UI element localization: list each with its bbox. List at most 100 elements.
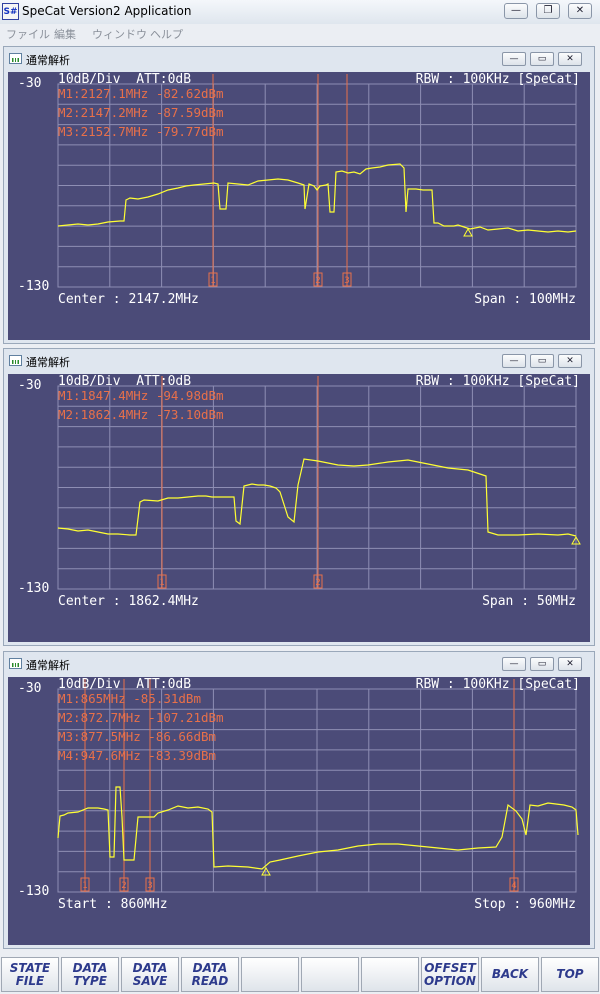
- analysis-window-1: 通常解析 — ▭ ✕ 1 2 3 10dB/Div ATT:0dB RBW : 100KHz […: [3, 46, 595, 344]
- button-label: FILE: [15, 973, 45, 988]
- restore-button[interactable]: ❐: [536, 3, 560, 19]
- reference-marker-triangle: [261, 866, 271, 876]
- data-save-button[interactable]: DATA SAVE: [121, 957, 179, 992]
- back-button[interactable]: BACK: [481, 957, 539, 992]
- scale-att-label: 10dB/Div ATT:0dB: [58, 374, 192, 389]
- rbw-label: RBW : 100KHz [SpeCat]: [415, 72, 580, 87]
- button-label: OPTION: [424, 973, 476, 988]
- button-label: SAVE: [132, 973, 168, 988]
- ref-level-bottom: -130: [18, 884, 50, 899]
- button-label: OFFSET: [424, 960, 476, 975]
- analysis-window-3: 通常解析 — ▭ ✕ 1 2 3 4 10dB/Div ATT:0dB RBW : 100KHz …: [3, 651, 595, 949]
- button-label: BACK: [491, 967, 529, 981]
- state-file-button[interactable]: STATE FILE: [1, 957, 59, 992]
- marker-tag-2: [313, 574, 323, 589]
- button-label: READ: [191, 973, 229, 988]
- spectrum-trace: [57, 786, 579, 870]
- data-read-button[interactable]: DATA READ: [181, 957, 239, 992]
- marker-readout-3: M3:877.5MHz -86.66dBm: [58, 729, 217, 744]
- marker-tag-label: 3: [147, 881, 152, 891]
- marker-tag-label: 3: [344, 276, 349, 286]
- panel-minimize-button[interactable]: —: [502, 354, 526, 368]
- title-bar: S# SpeCat Version2 Application — ❐ ✕: [0, 0, 600, 24]
- menu-file[interactable]: ファイル: [6, 28, 50, 41]
- top-button[interactable]: TOP: [541, 957, 599, 992]
- span-stop-label: Span : 100MHz: [474, 292, 576, 307]
- panel-close-button[interactable]: ✕: [558, 354, 582, 368]
- menu-window[interactable]: ウィンドウ: [92, 28, 147, 41]
- marker-readout-2: M2:872.7MHz -107.21dBm: [58, 710, 224, 725]
- marker-tag-1: [157, 574, 167, 589]
- ref-level-top: -30: [18, 76, 42, 91]
- spectrum-display: 1 2 10dB/Div ATT:0dB RBW : 100KHz [SpeCat] -…: [8, 374, 590, 642]
- center-start-label: Center : 2147.2MHz: [58, 292, 199, 307]
- marker-tag-4: [509, 877, 519, 892]
- marker-readout-1: M1:1847.4MHz -94.98dBm: [58, 388, 224, 403]
- function-toolbar: STATE FILE DATA TYPE DATA SAVE DATA READ OFF…: [0, 955, 600, 994]
- reference-marker-triangle: [463, 227, 473, 237]
- spectrum-display: 1 2 3 10dB/Div ATT:0dB RBW : 100KHz [SpeCat]…: [8, 72, 590, 340]
- marker-tag-label: 1: [210, 276, 215, 286]
- panel-close-button[interactable]: ✕: [558, 657, 582, 671]
- panel-maximize-button[interactable]: ▭: [530, 52, 554, 66]
- ref-level-bottom: -130: [18, 581, 50, 596]
- marker-tag-1: [80, 877, 90, 892]
- button-label: TYPE: [73, 973, 107, 988]
- reference-marker-triangle: [571, 535, 581, 545]
- panel-maximize-button[interactable]: ▭: [530, 657, 554, 671]
- marker-tag-label: 2: [315, 276, 320, 286]
- ref-level-top: -30: [18, 378, 42, 393]
- empty-function-button[interactable]: [301, 957, 359, 992]
- button-label: DATA: [72, 960, 108, 975]
- spectrum-window-icon: [9, 355, 22, 366]
- panel-minimize-button[interactable]: —: [502, 52, 526, 66]
- marker-tag-2: [119, 877, 129, 892]
- data-type-button[interactable]: DATA TYPE: [61, 957, 119, 992]
- offset-option-button[interactable]: OFFSET OPTION: [421, 957, 479, 992]
- button-label: STATE: [9, 960, 51, 975]
- empty-function-button[interactable]: [241, 957, 299, 992]
- marker-tag-label: 1: [82, 881, 87, 891]
- window-title: SpeCat Version2 Application: [22, 4, 192, 18]
- button-label: DATA: [192, 960, 228, 975]
- spectrum-plot: 1 2 3 4: [57, 679, 579, 893]
- ref-level-top: -30: [18, 681, 42, 696]
- marker-readout-2: M2:1862.4MHz -73.10dBm: [58, 407, 224, 422]
- panel-close-button[interactable]: ✕: [558, 52, 582, 66]
- empty-function-button[interactable]: [361, 957, 419, 992]
- menu-help[interactable]: ヘルプ: [150, 28, 183, 41]
- button-label: DATA: [132, 960, 168, 975]
- marker-tag-3: [145, 877, 155, 892]
- center-start-label: Center : 1862.4MHz: [58, 594, 199, 609]
- spectrum-trace: [57, 458, 577, 537]
- marker-tag-label: 2: [315, 578, 320, 588]
- spectrum-plot: 1 2 3: [57, 74, 577, 288]
- marker-readout-3: M3:2152.7MHz -79.77dBm: [58, 124, 224, 139]
- marker-tag-3: [342, 272, 352, 287]
- marker-tag-2: [313, 272, 323, 287]
- spectrum-window-icon: [9, 658, 22, 669]
- ref-level-bottom: -130: [18, 279, 50, 294]
- spectrum-display: 1 2 3 4 10dB/Div ATT:0dB RBW : 100KHz [SpeCat…: [8, 677, 590, 945]
- rbw-label: RBW : 100KHz [SpeCat]: [415, 374, 580, 389]
- menu-edit[interactable]: 編集: [54, 28, 76, 41]
- marker-readout-2: M2:2147.2MHz -87.59dBm: [58, 105, 224, 120]
- menu-bar: ファイル 編集 ウィンドウ ヘルプ: [0, 24, 600, 42]
- marker-tag-label: 1: [159, 578, 164, 588]
- scale-att-label: 10dB/Div ATT:0dB: [58, 72, 192, 87]
- marker-tag-label: 4: [511, 881, 516, 891]
- marker-tag-1: [208, 272, 218, 287]
- minimize-button[interactable]: —: [504, 3, 528, 19]
- span-stop-label: Stop : 960MHz: [474, 897, 576, 912]
- center-start-label: Start : 860MHz: [58, 897, 168, 912]
- app-icon: S#: [2, 3, 19, 20]
- span-stop-label: Span : 50MHz: [482, 594, 576, 609]
- panel-title: 通常解析: [26, 54, 70, 67]
- button-label: TOP: [556, 967, 584, 981]
- panel-maximize-button[interactable]: ▭: [530, 354, 554, 368]
- close-button[interactable]: ✕: [568, 3, 592, 19]
- analysis-window-2: 通常解析 — ▭ ✕ 1 2 10dB/Div ATT:0dB RBW : 100KHz [S…: [3, 348, 595, 646]
- marker-readout-1: M1:2127.1MHz -82.62dBm: [58, 86, 224, 101]
- panel-minimize-button[interactable]: —: [502, 657, 526, 671]
